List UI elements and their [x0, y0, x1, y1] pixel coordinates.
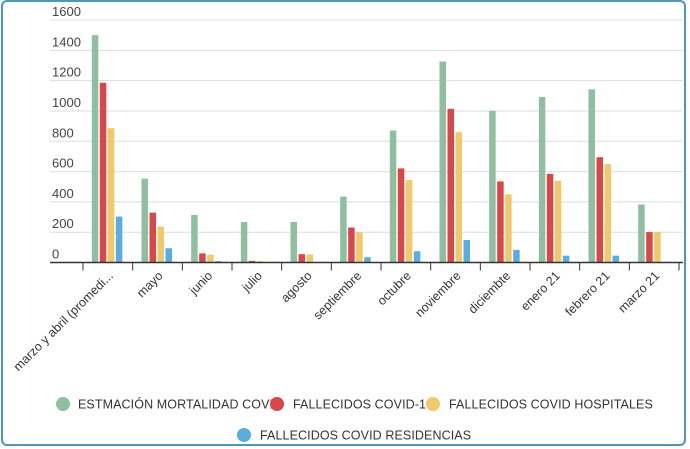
bar[interactable] [455, 132, 463, 263]
bar[interactable] [397, 168, 405, 263]
legend-item-residencias[interactable]: FALLECIDOS COVID RESIDENCIAS [237, 428, 471, 443]
y-tick-label: 800 [52, 125, 74, 140]
y-axis: 0 200 400 600 800 1000 1200 1400 1600 [52, 4, 81, 262]
y-tick-label: 1000 [52, 95, 81, 110]
bar[interactable] [646, 232, 653, 263]
bar-group [588, 89, 620, 263]
y-tick-label: 400 [52, 186, 74, 201]
y-tick-label: 1600 [52, 4, 81, 19]
x-tick-label: marzo y abril (promedi... [11, 269, 116, 374]
legend-swatch-icon [426, 397, 440, 411]
legend-label: FALLECIDOS COVID-19 [293, 398, 433, 412]
bar[interactable] [554, 180, 562, 263]
x-tick-label: julio [239, 269, 265, 295]
bar-group [340, 196, 371, 263]
bar-group [439, 61, 471, 263]
legend-swatch-icon [270, 397, 284, 411]
bar-group [91, 35, 123, 263]
x-tick-label: marzo 21 [616, 269, 663, 316]
x-tick-label: agosto [278, 269, 314, 305]
bar[interactable] [199, 253, 206, 263]
legend-label: ESTMACIÓN MORTALIDAD COVID [78, 397, 282, 412]
bar[interactable] [157, 226, 165, 263]
bars [91, 35, 661, 263]
bar[interactable] [364, 257, 371, 263]
x-tick-label: octubre [375, 269, 414, 308]
bar[interactable] [447, 108, 455, 263]
bar[interactable] [141, 178, 149, 263]
bar[interactable] [612, 255, 620, 263]
bar[interactable] [298, 254, 306, 263]
bar[interactable] [107, 128, 115, 263]
y-tick-label: 1200 [52, 65, 81, 80]
bar[interactable] [588, 89, 596, 263]
legend-swatch-icon [56, 397, 70, 411]
x-tick-label: mayo [134, 269, 166, 301]
y-tick-label: 0 [52, 247, 59, 262]
y-tick-label: 600 [52, 156, 74, 171]
bar-group [538, 96, 570, 263]
bar[interactable] [356, 232, 363, 263]
bar[interactable] [240, 222, 248, 263]
bar[interactable] [489, 110, 496, 263]
bar[interactable] [290, 222, 298, 263]
bar[interactable] [389, 130, 397, 263]
bar-group [141, 178, 173, 263]
x-tick-label: enero 21 [518, 269, 563, 314]
bar-group [191, 215, 222, 263]
legend-item-estimacion[interactable]: ESTMACIÓN MORTALIDAD COVID [56, 397, 282, 412]
bar-group [290, 222, 314, 263]
bar[interactable] [638, 204, 645, 263]
bar[interactable] [191, 215, 198, 263]
x-tick-label: diciembte [466, 269, 514, 317]
x-tick-label: febrero 21 [562, 269, 612, 319]
legend-item-fallecidos[interactable]: FALLECIDOS COVID-19 [270, 397, 433, 412]
bar[interactable] [165, 248, 173, 263]
bar-group [638, 204, 661, 263]
x-tick-label: septiembre [311, 269, 365, 323]
bar[interactable] [413, 251, 421, 263]
legend-swatch-icon [237, 428, 251, 442]
bar[interactable] [513, 249, 520, 263]
bar[interactable] [596, 157, 604, 263]
legend: ESTMACIÓN MORTALIDAD COVID FALLECIDOS CO… [56, 397, 653, 443]
bar[interactable] [562, 255, 570, 263]
bar[interactable] [91, 35, 99, 263]
y-tick-label: 200 [52, 216, 74, 231]
bar[interactable] [538, 96, 546, 263]
bar[interactable] [405, 180, 413, 263]
bar[interactable] [306, 254, 314, 263]
y-tick-label: 1400 [52, 34, 81, 49]
bar[interactable] [207, 254, 214, 263]
bar-group [240, 222, 264, 263]
bar-group [489, 110, 520, 263]
bar[interactable] [546, 173, 554, 263]
bar[interactable] [149, 212, 157, 263]
bar[interactable] [99, 82, 107, 263]
x-axis: marzo y abril (promedi... mayo junio julio a… [11, 261, 683, 374]
legend-item-hospitales[interactable]: FALLECIDOS COVID HOSPITALES [426, 397, 653, 412]
bar[interactable] [497, 181, 504, 263]
bar[interactable] [348, 227, 355, 263]
legend-label: FALLECIDOS COVID HOSPITALES [449, 398, 653, 412]
bar-group [389, 130, 421, 263]
bar[interactable] [463, 239, 471, 263]
bar[interactable] [654, 232, 661, 263]
bar[interactable] [604, 164, 612, 263]
bar[interactable] [340, 196, 347, 263]
bar[interactable] [115, 216, 123, 263]
legend-label: FALLECIDOS COVID RESIDENCIAS [260, 429, 471, 443]
bar[interactable] [248, 260, 256, 263]
bar[interactable] [505, 194, 512, 263]
x-tick-label: noviembre [412, 269, 463, 320]
bar[interactable] [439, 61, 447, 263]
x-tick-label: junio [186, 269, 215, 298]
